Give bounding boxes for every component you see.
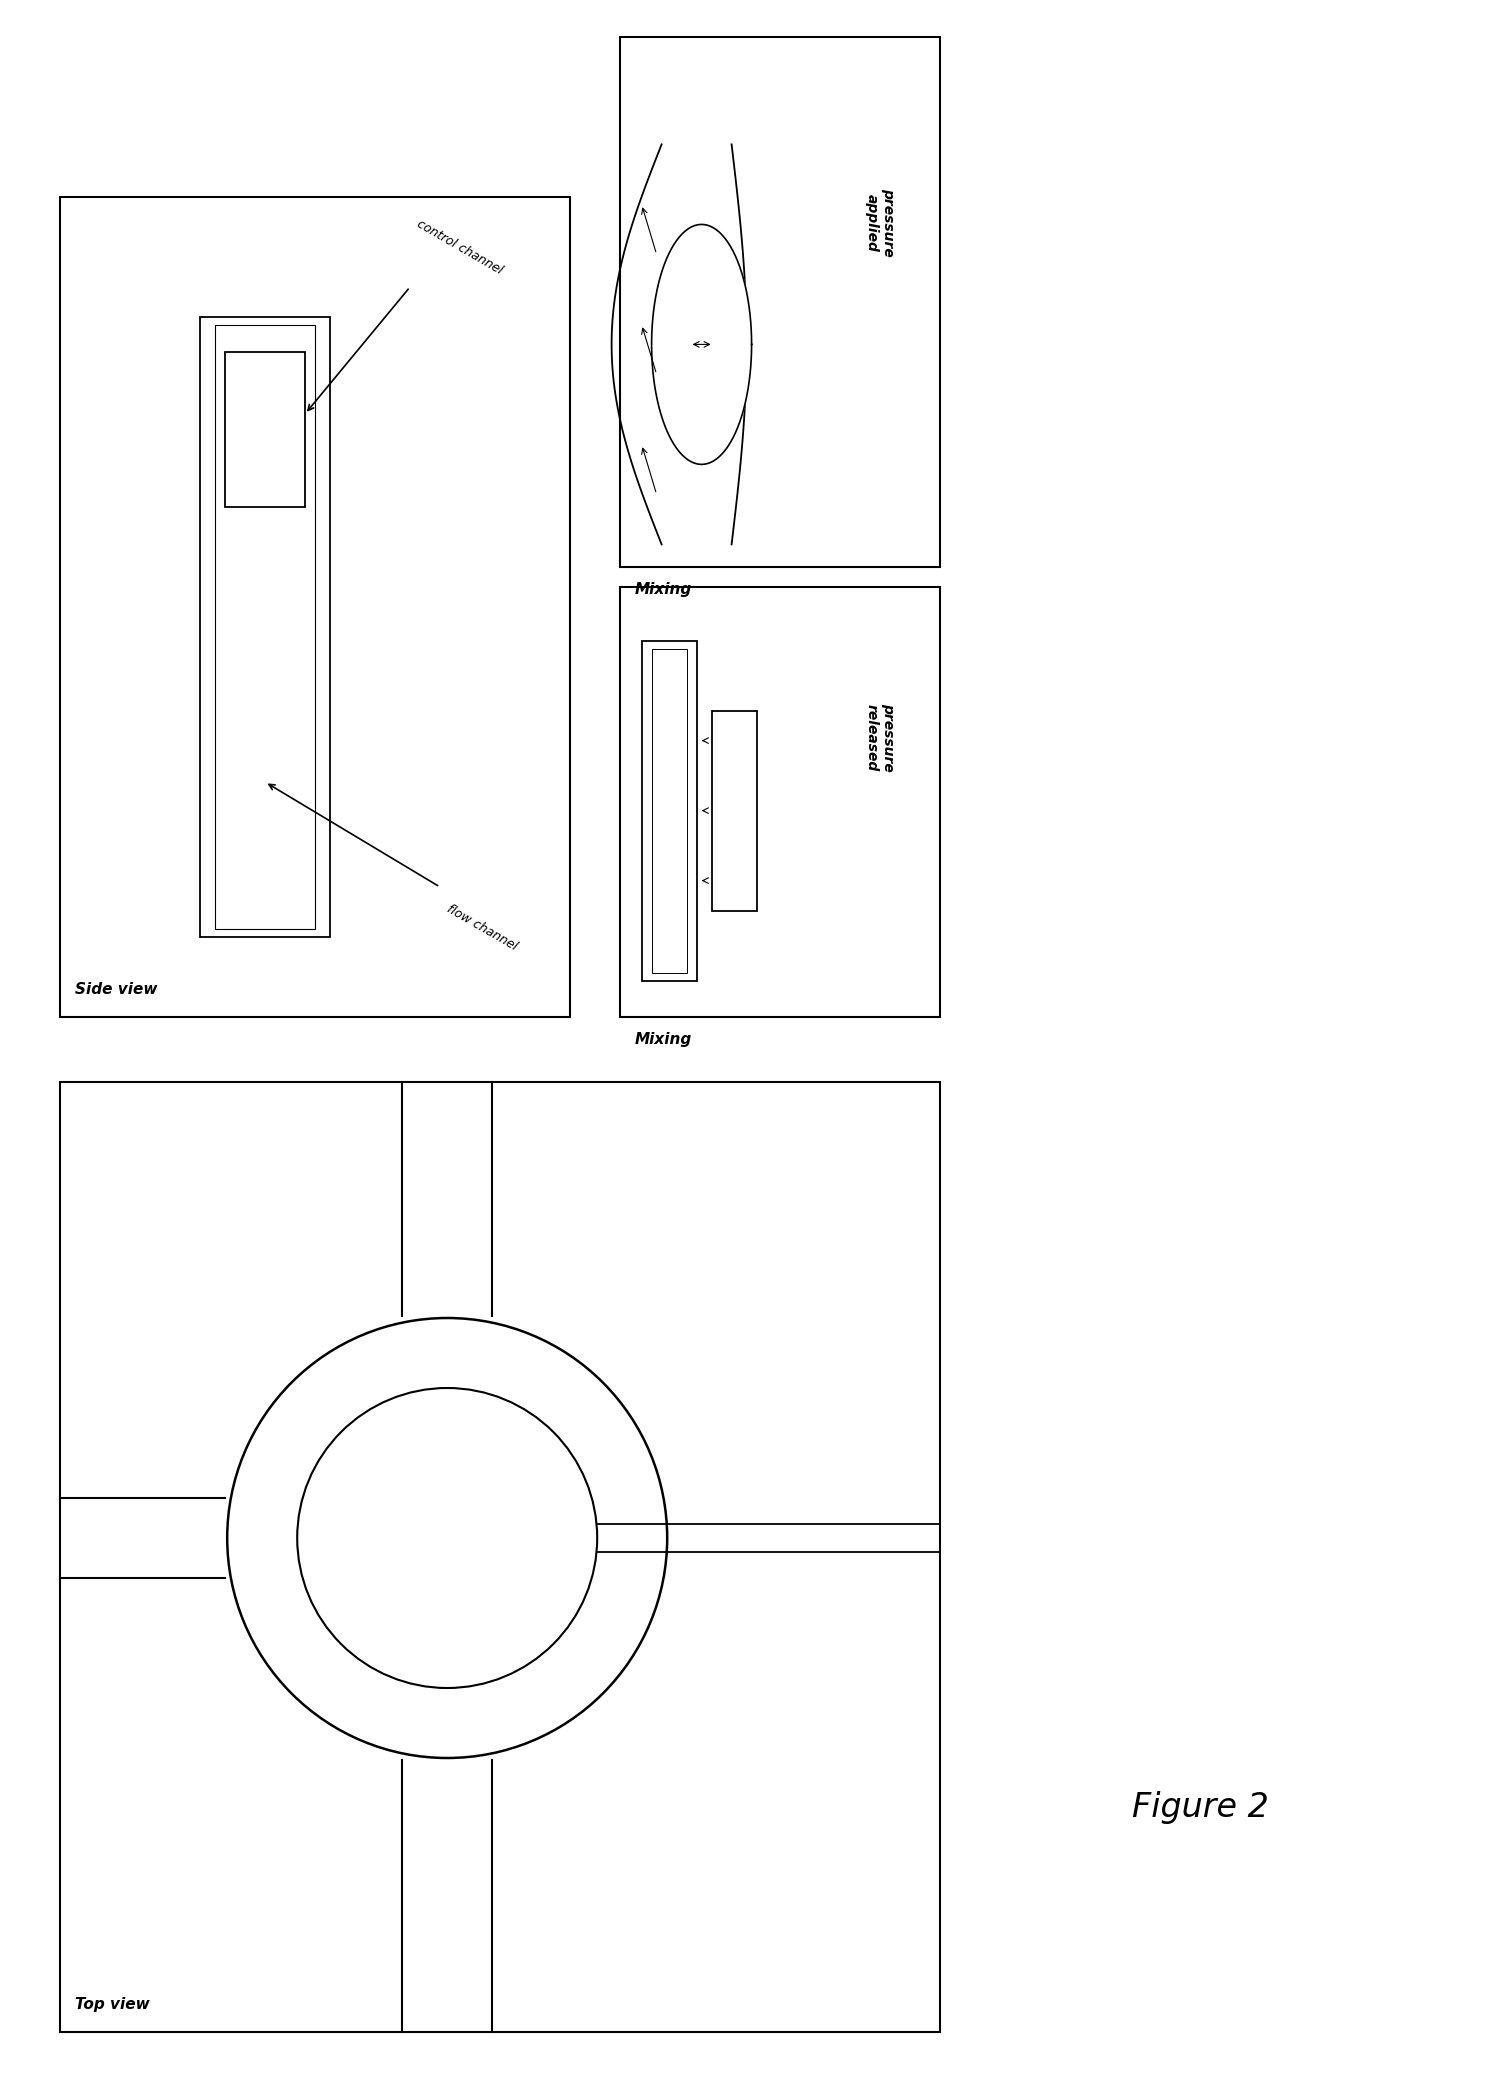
Bar <box>60 1081 940 2033</box>
Text: Top view: Top view <box>75 1997 149 2012</box>
Text: Figure 2: Figure 2 <box>1131 1791 1268 1824</box>
Bar <box>200 317 330 937</box>
Polygon shape <box>651 225 751 465</box>
Bar <box>226 353 305 507</box>
Text: Mixing: Mixing <box>635 1031 692 1048</box>
Text: Mixing: Mixing <box>635 582 692 597</box>
Text: flow channel: flow channel <box>445 902 520 954</box>
Bar <box>215 326 315 929</box>
Bar <box>60 196 571 1016</box>
Bar <box>641 641 696 981</box>
Text: Side view: Side view <box>75 983 157 998</box>
Text: pressure
applied: pressure applied <box>865 188 895 257</box>
Bar <box>651 649 687 973</box>
Bar <box>620 586 940 1016</box>
Bar <box>620 38 940 568</box>
Text: control channel: control channel <box>415 217 505 278</box>
Bar <box>711 710 756 910</box>
Text: pressure
released: pressure released <box>865 703 895 772</box>
